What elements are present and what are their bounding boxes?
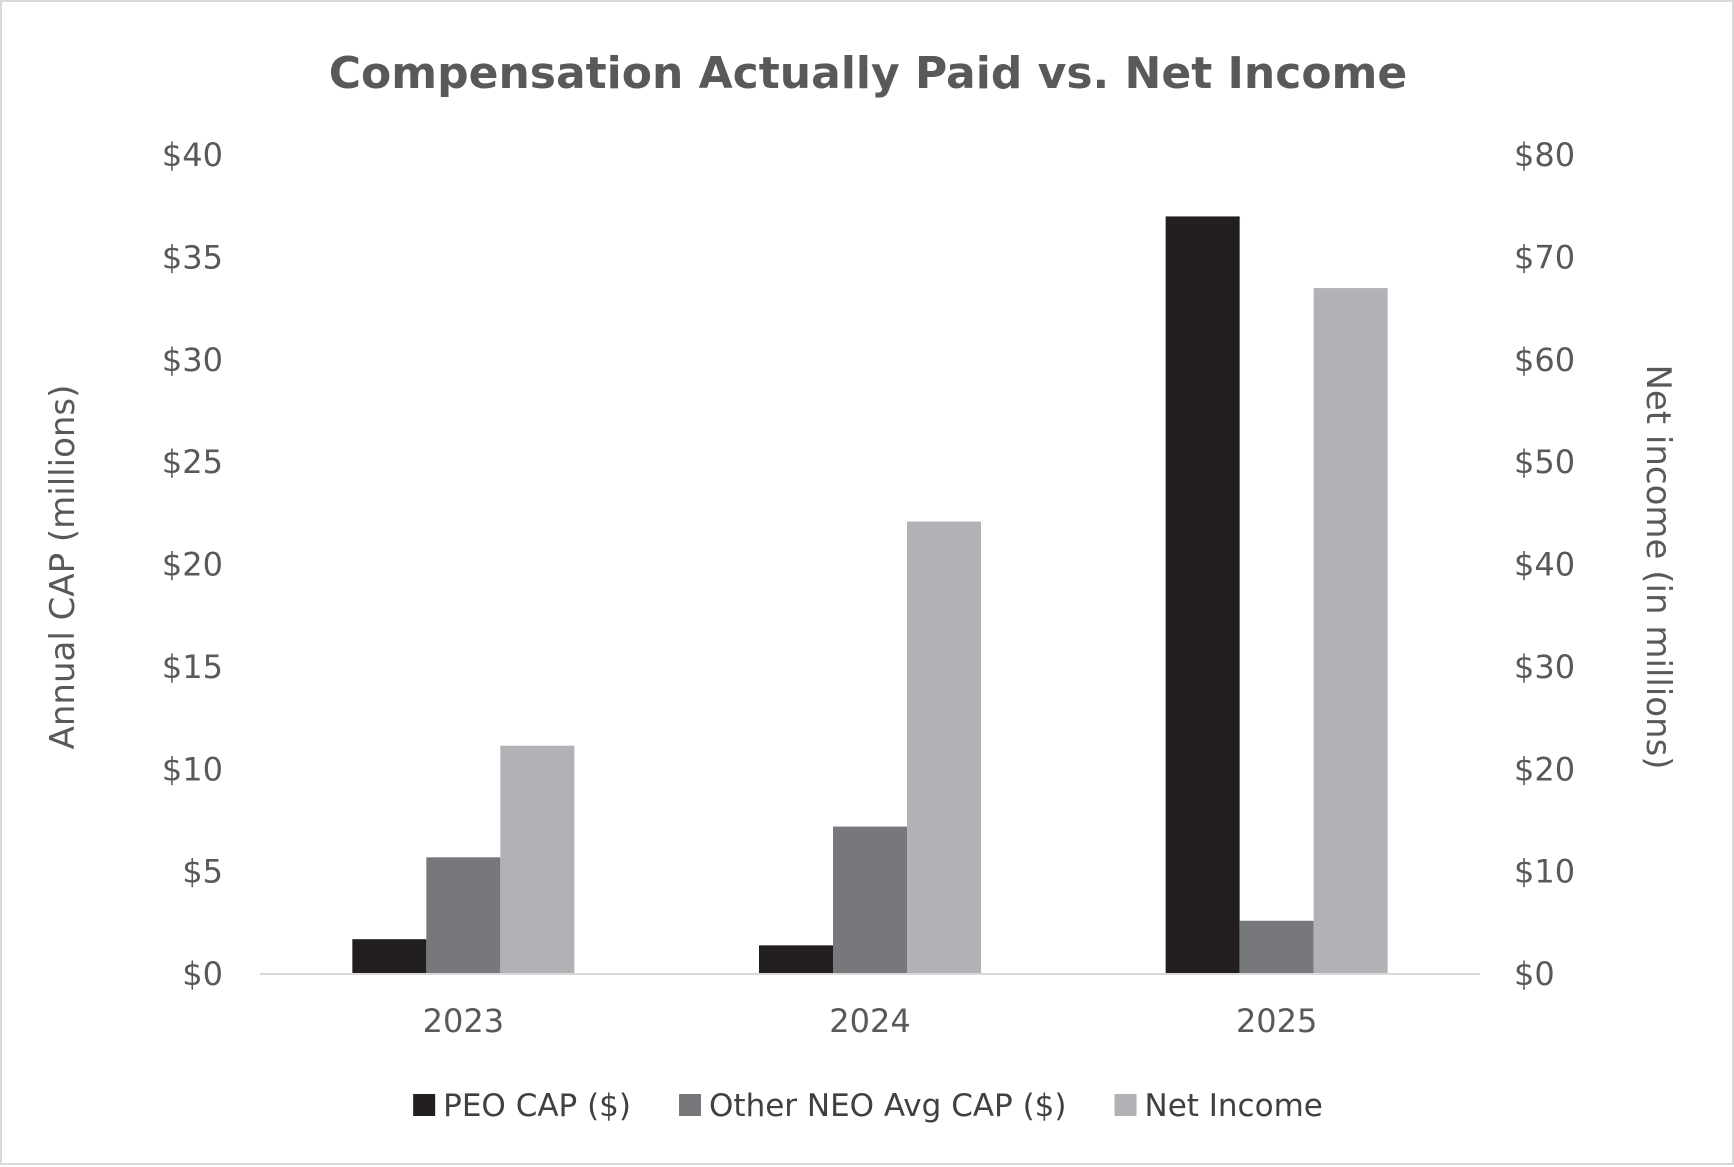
left-tick-label: $10 bbox=[162, 750, 223, 788]
legend-item: PEO CAP ($) bbox=[413, 1088, 631, 1124]
legend-swatch bbox=[1114, 1094, 1137, 1116]
chart-title: Compensation Actually Paid vs. Net Incom… bbox=[329, 48, 1408, 99]
bars bbox=[352, 216, 1388, 975]
bar bbox=[907, 521, 981, 974]
right-tick-label: $10 bbox=[1514, 853, 1575, 891]
left-tick-label: $35 bbox=[162, 238, 223, 276]
legend-item: Other NEO Avg CAP ($) bbox=[679, 1088, 1067, 1124]
left-axis-ticks: $0 $5 $10 $15 $20 $25 $30 $35 $40 bbox=[162, 136, 223, 993]
left-tick-label: $25 bbox=[162, 443, 223, 481]
right-tick-label: $80 bbox=[1514, 136, 1575, 174]
category-label: 2025 bbox=[1236, 1002, 1317, 1040]
left-tick-label: $5 bbox=[182, 853, 223, 891]
right-tick-label: $50 bbox=[1514, 443, 1575, 481]
category-label: 2023 bbox=[423, 1002, 504, 1040]
legend-item: Net Income bbox=[1114, 1088, 1323, 1124]
right-tick-label: $30 bbox=[1514, 648, 1575, 686]
bar bbox=[1313, 288, 1388, 974]
category-labels: 2023 2024 2025 bbox=[423, 1002, 1318, 1040]
left-tick-label: $0 bbox=[182, 955, 223, 993]
right-tick-label: $70 bbox=[1514, 238, 1575, 276]
right-tick-label: $60 bbox=[1514, 341, 1575, 379]
legend-label: Net Income bbox=[1145, 1088, 1323, 1124]
bar bbox=[833, 826, 907, 974]
left-tick-label: $20 bbox=[162, 546, 223, 584]
legend-swatch bbox=[413, 1094, 436, 1116]
bar bbox=[1239, 920, 1314, 974]
left-axis-title: Annual CAP (millions) bbox=[43, 385, 83, 750]
left-tick-label: $15 bbox=[162, 648, 223, 686]
bar bbox=[1165, 216, 1240, 975]
right-axis-title: Net income (in millions) bbox=[1638, 364, 1678, 769]
right-axis-ticks: $0 $10 $20 $30 $40 $50 $60 $70 $80 bbox=[1514, 136, 1575, 993]
bar bbox=[759, 945, 833, 974]
right-tick-label: $40 bbox=[1514, 546, 1575, 584]
bar bbox=[500, 745, 575, 974]
bar bbox=[426, 857, 501, 974]
left-tick-label: $40 bbox=[162, 136, 223, 174]
legend: PEO CAP ($) Other NEO Avg CAP ($) Net Inco… bbox=[413, 1088, 1323, 1124]
left-tick-label: $30 bbox=[162, 341, 223, 379]
right-tick-label: $20 bbox=[1514, 750, 1575, 788]
legend-swatch bbox=[679, 1094, 702, 1116]
legend-label: Other NEO Avg CAP ($) bbox=[709, 1088, 1066, 1124]
right-tick-label: $0 bbox=[1514, 955, 1555, 993]
bar bbox=[352, 939, 427, 974]
category-label: 2024 bbox=[829, 1002, 910, 1040]
legend-label: PEO CAP ($) bbox=[443, 1088, 631, 1124]
